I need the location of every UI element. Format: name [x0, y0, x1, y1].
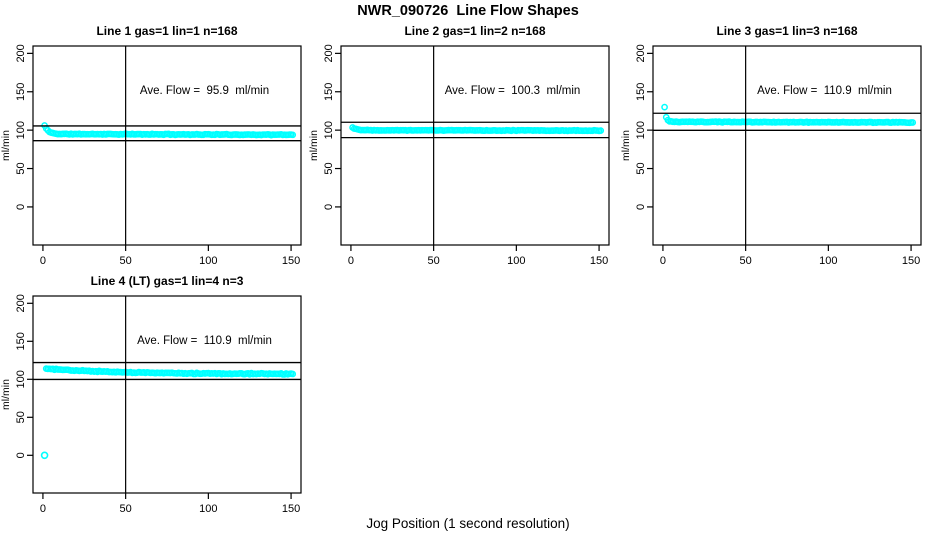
y-tick-label: 50 — [15, 162, 27, 174]
y-tick-label: 0 — [635, 204, 647, 210]
subplot-title: Line 4 (LT) gas=1 lin=4 n=3 — [91, 274, 244, 288]
y-tick-label: 200 — [635, 44, 647, 62]
y-tick-label: 200 — [15, 44, 27, 62]
y-tick-label: 100 — [15, 370, 27, 388]
y-tick-label: 100 — [15, 121, 27, 139]
x-axis-title: Jog Position (1 second resolution) — [366, 516, 570, 531]
data-point — [597, 127, 605, 134]
y-tick-label: 50 — [635, 162, 647, 174]
y-tick-label: 200 — [15, 294, 27, 312]
ave-flow-annotation: Ave. Flow = 95.9 ml/min — [140, 85, 269, 97]
x-tick-label: 50 — [120, 503, 132, 515]
plot-box — [32, 45, 302, 246]
y-axis-label: ml/min — [620, 130, 632, 161]
x-tick-label: 0 — [660, 255, 666, 267]
x-tick-label: 50 — [428, 255, 440, 267]
plot-box — [652, 45, 922, 246]
plot-box — [340, 45, 610, 246]
y-tick-label: 0 — [323, 204, 335, 210]
y-tick-label: 0 — [15, 204, 27, 210]
subplot-title: Line 2 gas=1 lin=2 n=168 — [404, 24, 545, 38]
x-tick-label: 0 — [40, 503, 46, 515]
y-tick-label: 50 — [15, 411, 27, 423]
data-point — [909, 119, 917, 126]
y-axis-label: ml/min — [0, 379, 12, 410]
x-tick-label: 150 — [282, 255, 300, 267]
x-tick-label: 100 — [507, 255, 525, 267]
main-title: NWR_090726 Line Flow Shapes — [357, 3, 579, 19]
y-axis-label: ml/min — [308, 130, 320, 161]
x-tick-label: 100 — [199, 503, 217, 515]
plot-box — [32, 295, 302, 494]
x-tick-label: 100 — [819, 255, 837, 267]
y-tick-label: 200 — [323, 44, 335, 62]
x-tick-label: 150 — [590, 255, 608, 267]
data-point — [289, 370, 297, 378]
x-tick-label: 50 — [740, 255, 752, 267]
x-tick-label: 0 — [40, 255, 46, 267]
subplot-3: Line 3 gas=1 lin=3 n=168 0 50 100 150 0 50 100 1… — [620, 24, 922, 267]
outlier-point — [40, 451, 49, 460]
x-tick-label: 150 — [282, 503, 300, 515]
y-tick-label: 100 — [635, 121, 647, 139]
x-tick-label: 50 — [120, 255, 132, 267]
x-tick-label: 100 — [199, 255, 217, 267]
ave-flow-annotation: Ave. Flow = 100.3 ml/min — [445, 85, 581, 97]
y-tick-label: 150 — [635, 83, 647, 101]
ave-flow-annotation: Ave. Flow = 110.9 ml/min — [757, 85, 892, 97]
subplot-4: Line 4 (LT) gas=1 lin=4 n=3 0 50 100 150 0 50 1… — [0, 274, 302, 515]
data-point — [661, 103, 668, 111]
y-tick-label: 50 — [323, 162, 335, 174]
y-tick-label: 100 — [323, 121, 335, 139]
y-axis-label: ml/min — [0, 130, 12, 161]
ave-flow-annotation: Ave. Flow = 110.9 ml/min — [137, 335, 272, 347]
y-tick-label: 150 — [15, 332, 27, 350]
subplot-title: Line 3 gas=1 lin=3 n=168 — [716, 24, 857, 38]
y-tick-label: 150 — [323, 83, 335, 101]
subplot-2: Line 2 gas=1 lin=2 n=168 0 50 100 150 0 50 100 1… — [308, 24, 610, 267]
data-point — [289, 131, 297, 139]
x-tick-label: 150 — [902, 255, 920, 267]
y-tick-label: 0 — [15, 452, 27, 458]
x-tick-label: 0 — [348, 255, 354, 267]
subplot-1: Line 1 gas=1 lin=1 n=168 0 50 100 150 0 50 100 1… — [0, 24, 302, 267]
subplot-title: Line 1 gas=1 lin=1 n=168 — [96, 24, 237, 38]
y-tick-label: 150 — [15, 83, 27, 101]
